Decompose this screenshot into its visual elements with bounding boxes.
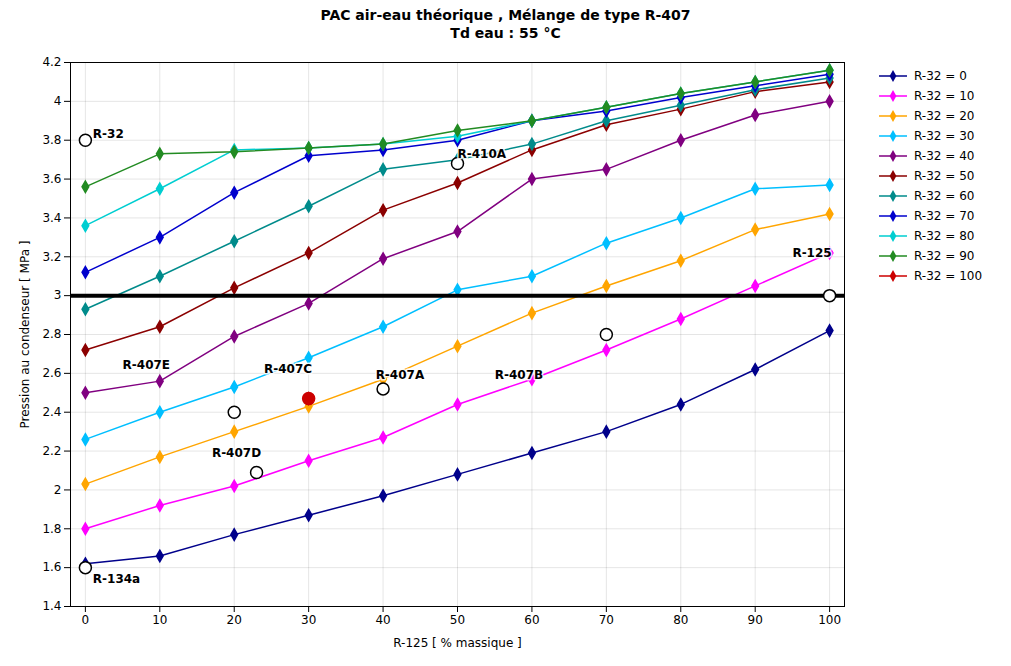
svg-text:90: 90: [748, 613, 763, 627]
svg-text:R-407C: R-407C: [264, 362, 312, 376]
html-text:R-32 = 20: R-32 = 20: [914, 109, 975, 123]
svg-text:2.6: 2.6: [42, 366, 61, 380]
svg-text:3.8: 3.8: [42, 133, 61, 147]
svg-text:R-410A: R-410A: [458, 147, 507, 161]
svg-text:R-32: R-32: [93, 127, 124, 141]
svg-text:2.8: 2.8: [42, 327, 61, 341]
svg-text:1.8: 1.8: [42, 522, 61, 536]
html-text:R-32 = 30: R-32 = 30: [914, 129, 975, 143]
svg-text:1.4: 1.4: [42, 599, 61, 613]
svg-text:80: 80: [673, 613, 688, 627]
svg-text:R-125 [ % massique ]: R-125 [ % massique ]: [393, 636, 522, 650]
svg-text:60: 60: [524, 613, 539, 627]
html-text:R-32 = 100: R-32 = 100: [914, 269, 982, 283]
html-text:R-32 = 50: R-32 = 50: [914, 169, 975, 183]
svg-text:50: 50: [450, 613, 465, 627]
svg-text:3: 3: [54, 288, 62, 302]
svg-text:20: 20: [227, 613, 242, 627]
svg-text:R-134a: R-134a: [93, 572, 140, 586]
svg-text:4: 4: [54, 94, 62, 108]
html-text:R-32 = 0: R-32 = 0: [914, 69, 967, 83]
html-text:Td eau : 55 °C: Td eau : 55 °C: [450, 25, 561, 41]
svg-text:40: 40: [375, 613, 390, 627]
svg-text:Pression au condenseur [ MPa ]: Pression au condenseur [ MPa ]: [18, 241, 32, 429]
svg-text:3.6: 3.6: [42, 172, 61, 186]
svg-text:0: 0: [82, 613, 90, 627]
svg-text:3.4: 3.4: [42, 211, 61, 225]
svg-text:100: 100: [818, 613, 841, 627]
svg-text:1.6: 1.6: [42, 560, 61, 574]
html-text:R-32 = 90: R-32 = 90: [914, 249, 975, 263]
svg-text:R-407D: R-407D: [212, 446, 261, 460]
svg-text:3.2: 3.2: [42, 250, 61, 264]
html-text:PAC air-eau théorique , Mélang: PAC air-eau théorique , Mélange de type …: [320, 7, 691, 23]
svg-text:2: 2: [54, 483, 62, 497]
html-text:R-32 = 40: R-32 = 40: [914, 149, 975, 163]
svg-text:2.2: 2.2: [42, 444, 61, 458]
svg-text:30: 30: [301, 613, 316, 627]
svg-text:10: 10: [152, 613, 167, 627]
html-text:R-32 = 60: R-32 = 60: [914, 189, 975, 203]
html-text:R-32 = 70: R-32 = 70: [914, 209, 975, 223]
svg-text:R-407E: R-407E: [123, 358, 170, 372]
svg-text:R-407B: R-407B: [495, 368, 543, 382]
svg-text:70: 70: [599, 613, 614, 627]
svg-text:4.2: 4.2: [42, 55, 61, 69]
html-text:R-32 = 80: R-32 = 80: [914, 229, 975, 243]
svg-text:2.4: 2.4: [42, 405, 61, 419]
html-text:R-32 = 10: R-32 = 10: [914, 89, 975, 103]
svg-text:R-125: R-125: [792, 246, 831, 260]
svg-text:R-407A: R-407A: [376, 368, 425, 382]
